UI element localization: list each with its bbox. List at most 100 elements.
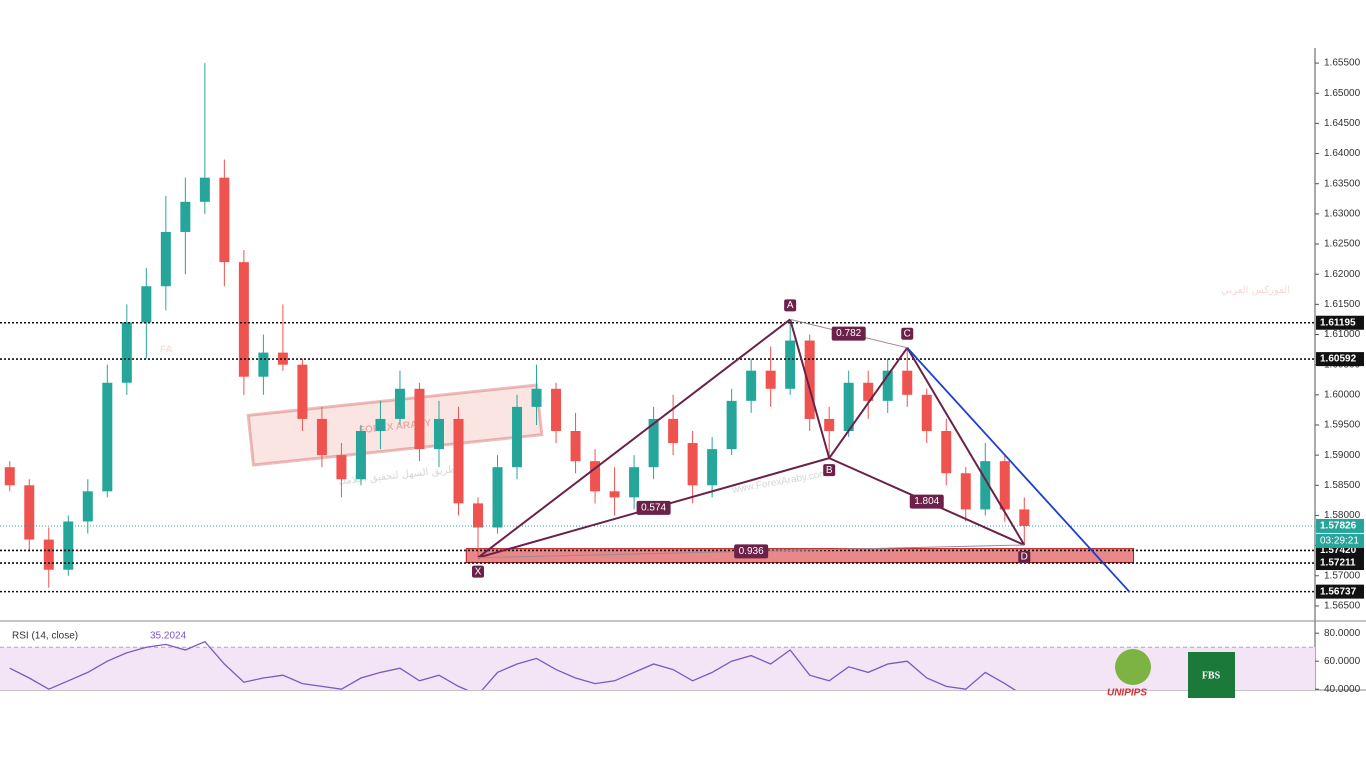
level-label: 1.57211	[1320, 558, 1356, 569]
level-label-box	[1316, 352, 1364, 367]
level-label: 1.57420	[1320, 545, 1357, 556]
candle-body	[102, 382, 113, 492]
candle-body	[1019, 509, 1030, 526]
candle-body	[43, 539, 54, 570]
rsi-pane	[0, 640, 1315, 690]
candle-body	[355, 431, 366, 480]
candle-body	[316, 418, 327, 456]
unipips-icon	[1115, 649, 1151, 685]
level-label-box	[1316, 315, 1364, 330]
point-box	[784, 299, 797, 312]
candle-body	[277, 352, 288, 365]
rsi-band	[0, 647, 1315, 690]
ratio-box	[831, 326, 866, 341]
y-tick-label: 1.56500	[1324, 601, 1361, 612]
last-price-box	[1316, 518, 1364, 533]
y-tick-label: 1.64000	[1324, 148, 1361, 159]
level-label: 1.56737	[1320, 586, 1357, 597]
candle-body	[336, 455, 347, 480]
watermark-arabic: الفوركس العربي	[1221, 285, 1290, 296]
y-tick-label: 1.59500	[1324, 420, 1361, 431]
candle-body	[570, 431, 581, 462]
candle-body	[980, 461, 991, 510]
point-label: C	[904, 328, 911, 339]
candle-body	[219, 177, 230, 263]
level-label-box	[1316, 556, 1364, 571]
candle-body	[687, 443, 698, 486]
candle-body	[960, 473, 971, 510]
y-tick-label: 1.65500	[1324, 58, 1361, 69]
y-tick-label: 1.63500	[1324, 178, 1361, 189]
candle-body	[551, 388, 562, 432]
candle-body	[726, 400, 737, 450]
y-tick-label: 1.62000	[1324, 269, 1361, 280]
zone	[465, 548, 1135, 563]
candle-body	[902, 370, 913, 395]
candle-body	[531, 388, 542, 407]
y-tick-label: 1.58000	[1324, 510, 1361, 521]
unipips-logo: UNIPIPS	[1107, 688, 1147, 699]
ratio-box	[909, 494, 944, 509]
candle-body	[24, 485, 35, 540]
candle-body	[433, 418, 444, 450]
watermark-logo: FA	[160, 345, 173, 356]
candle-body	[394, 388, 405, 419]
rsi-last: 35.2024	[150, 631, 187, 642]
candle-body	[882, 370, 893, 401]
rsi-tick-label: 60.0000	[1324, 656, 1361, 667]
candle-body	[765, 370, 776, 389]
candle-body	[648, 418, 659, 468]
candle-body	[375, 418, 386, 432]
candle-body	[4, 467, 15, 486]
candle-body	[668, 418, 679, 444]
y-tick-label: 1.63000	[1324, 209, 1361, 220]
y-tick-label: 1.59000	[1324, 450, 1361, 461]
rsi-line	[9, 640, 1017, 690]
ratio-box	[636, 500, 671, 515]
ratio-label: 0.574	[641, 503, 666, 514]
point-box	[1018, 551, 1031, 564]
candle-body	[180, 201, 191, 232]
y-tick-label: 1.65000	[1324, 88, 1361, 99]
point-label: A	[787, 300, 794, 311]
candle-body	[921, 394, 932, 432]
candle-body	[82, 491, 93, 522]
level-label: 1.60592	[1320, 354, 1357, 365]
ratio-box	[734, 544, 769, 559]
candle-body	[707, 449, 718, 486]
candle-body	[258, 352, 269, 377]
point-box	[901, 327, 914, 340]
candle-body	[512, 406, 523, 468]
candle-body	[999, 461, 1010, 510]
candle-body	[414, 388, 425, 450]
level-label-box	[1316, 584, 1364, 599]
pattern-leg	[477, 318, 791, 559]
rsi-title: RSI (14, close)	[12, 631, 78, 642]
rsi-tick-label: 80.0000	[1324, 628, 1361, 639]
candle-body	[609, 491, 620, 498]
candle-body	[199, 177, 210, 202]
candle-body	[629, 467, 640, 498]
y-tick-label: 1.62500	[1324, 239, 1361, 250]
y-tick-label: 1.60000	[1324, 389, 1361, 400]
plot-area	[4, 63, 1135, 588]
countdown-box	[1316, 533, 1364, 548]
countdown-label: 03:29:21	[1320, 536, 1359, 547]
last-price-label: 1.57826	[1320, 521, 1357, 532]
ratio-label: 0.936	[739, 546, 764, 557]
candle-body	[824, 418, 835, 432]
candle-body	[297, 364, 308, 419]
point-label: X	[475, 566, 482, 577]
point-label: D	[1021, 552, 1028, 563]
rsi-tick-label: 40.0000	[1324, 684, 1361, 695]
y-tick-label: 1.58500	[1324, 480, 1361, 491]
fbs-logo: FBS	[1202, 670, 1221, 681]
ratio-label: 0.782	[836, 328, 861, 339]
candle-body	[804, 340, 815, 419]
candle-body	[785, 340, 796, 389]
candle-body	[160, 231, 171, 287]
candle-body	[238, 262, 249, 377]
candle-body	[141, 286, 152, 323]
